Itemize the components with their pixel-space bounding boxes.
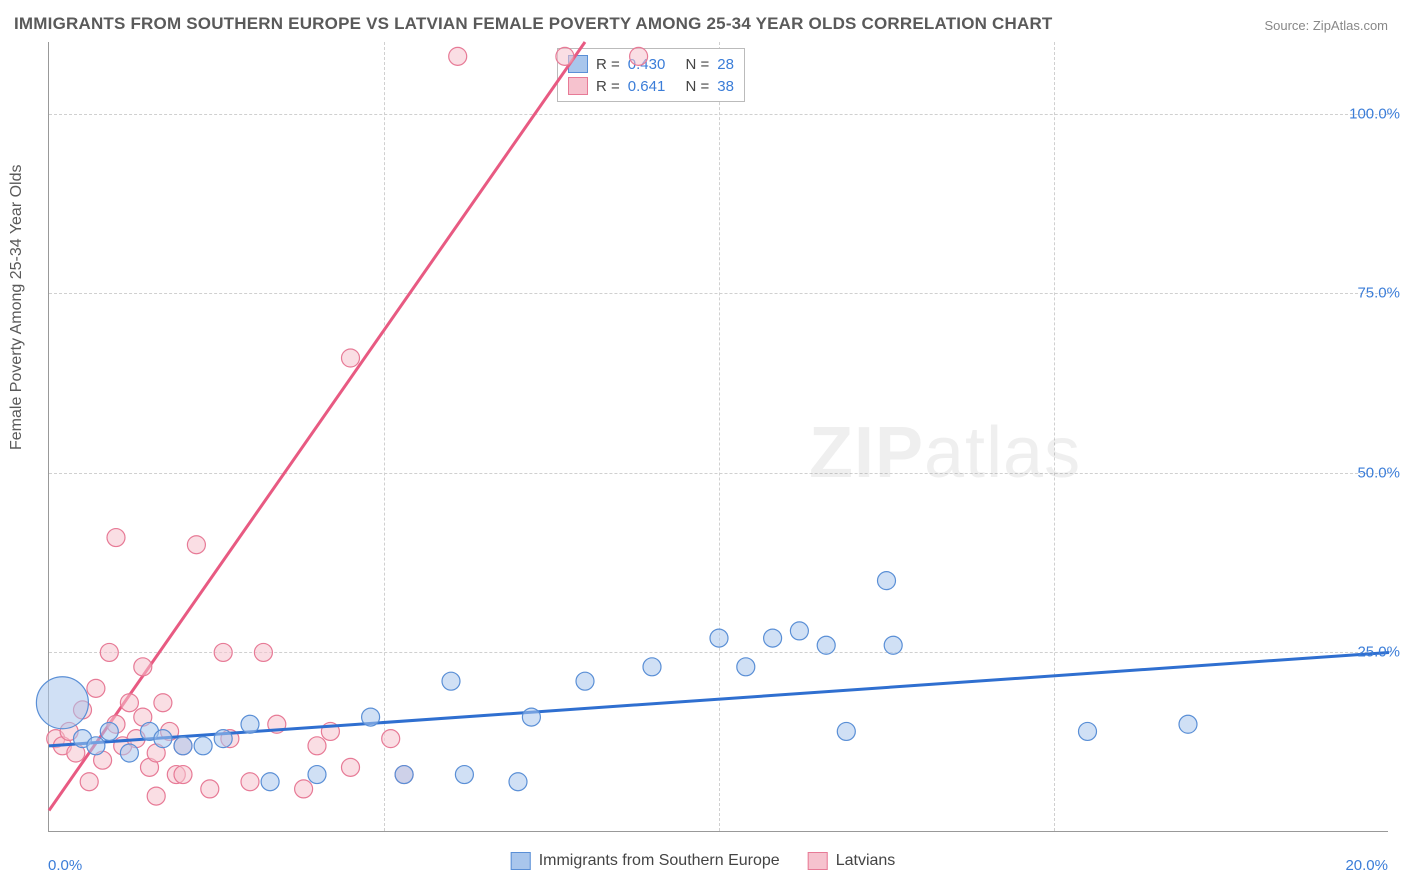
bottom-legend: Immigrants from Southern Europe Latvians bbox=[511, 852, 896, 870]
y-tick-label: 50.0% bbox=[1357, 464, 1400, 481]
legend-swatch-pink bbox=[808, 852, 828, 870]
y-tick-label: 25.0% bbox=[1357, 644, 1400, 661]
legend-item-pink: Latvians bbox=[808, 852, 896, 870]
y-axis-label: Female Poverty Among 25-34 Year Olds bbox=[8, 165, 26, 451]
chart-title: IMMIGRANTS FROM SOUTHERN EUROPE VS LATVI… bbox=[14, 14, 1053, 34]
plot-svg bbox=[49, 42, 1388, 831]
plot-area: ZIPatlas R = 0.430 N = 28 R = 0.641 N = … bbox=[48, 42, 1388, 832]
source-attribution: Source: ZipAtlas.com bbox=[1264, 18, 1388, 33]
legend-item-blue: Immigrants from Southern Europe bbox=[511, 852, 780, 870]
legend-label-blue: Immigrants from Southern Europe bbox=[539, 852, 780, 870]
legend-swatch-blue bbox=[511, 852, 531, 870]
y-tick-label: 75.0% bbox=[1357, 285, 1400, 302]
x-tick-label: 0.0% bbox=[48, 857, 82, 874]
y-tick-label: 100.0% bbox=[1349, 105, 1400, 122]
x-tick-label: 20.0% bbox=[1345, 857, 1388, 874]
legend-label-pink: Latvians bbox=[836, 852, 896, 870]
